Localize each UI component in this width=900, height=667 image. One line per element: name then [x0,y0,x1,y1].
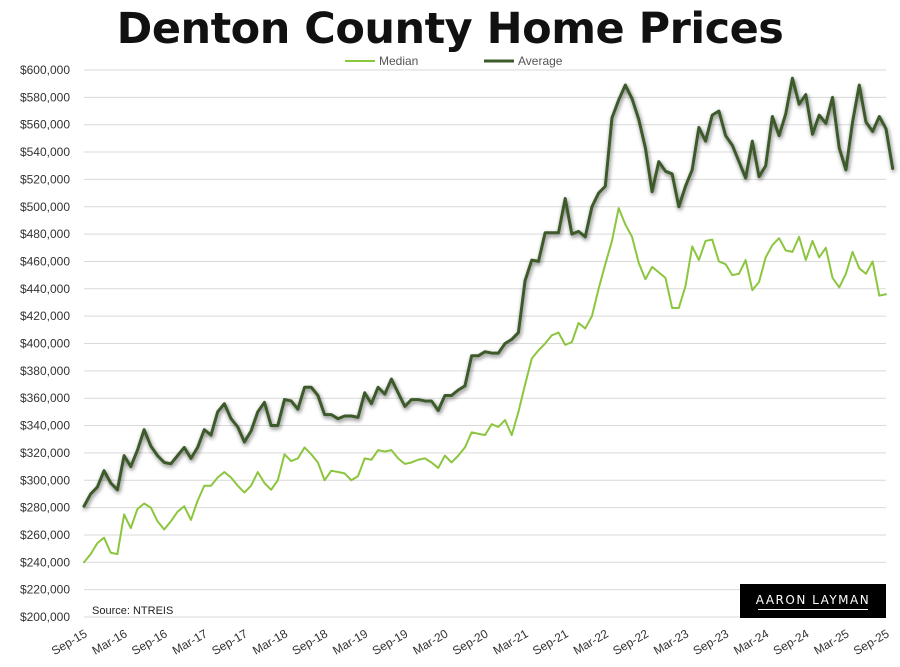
x-axis: Sep-15 Mar-16 Sep-16 Mar-17 Sep-17 Mar-18 Sep-… [49,626,892,658]
y-tick-label: $220,000 [20,583,70,597]
x-tick-label: Sep-22 [610,626,651,658]
series-line-median [83,207,887,564]
x-tick-label: Sep-20 [450,626,491,658]
x-tick-label: Mar-16 [90,626,130,657]
x-tick-label: Sep-24 [771,626,812,658]
y-tick-label: $340,000 [20,419,70,433]
legend: Median Average [345,54,563,68]
logo-text: AARON LAYMAN [755,592,871,607]
y-tick-label: $580,000 [20,90,70,104]
x-tick-label: Sep-25 [851,626,892,658]
y-tick-label: $540,000 [20,145,70,159]
source-note: Source: NTREIS [92,605,173,617]
x-tick-label: Mar-19 [330,626,370,657]
x-tick-label: Mar-25 [811,626,851,657]
series-lines [82,76,895,564]
legend-label-average: Average [518,54,563,68]
x-tick-label: Sep-17 [209,626,250,658]
logo-rule [758,608,868,610]
chart-title: Denton County Home Prices [116,4,784,54]
y-tick-label: $600,000 [20,63,70,77]
y-tick-label: $480,000 [20,227,70,241]
x-tick-label: Mar-18 [250,626,290,657]
x-tick-label: Mar-24 [731,626,771,657]
y-axis: $200,000 $220,000 $240,000 $260,000 $280,000… [20,63,70,624]
x-tick-label: Mar-23 [651,626,691,657]
x-tick-label: Sep-23 [691,626,732,658]
y-tick-label: $200,000 [20,610,70,624]
series-line-average [82,76,895,508]
gridlines [84,69,886,618]
x-tick-label: Mar-21 [491,626,531,657]
y-tick-label: $520,000 [20,172,70,186]
x-tick-label: Sep-18 [290,626,331,658]
y-tick-label: $260,000 [20,528,70,542]
legend-label-median: Median [379,54,418,68]
y-tick-label: $380,000 [20,364,70,378]
y-tick-label: $420,000 [20,309,70,323]
y-tick-label: $280,000 [20,501,70,515]
y-tick-label: $320,000 [20,446,70,460]
y-tick-label: $360,000 [20,391,70,405]
y-tick-label: $560,000 [20,118,70,132]
y-tick-label: $300,000 [20,473,70,487]
y-tick-label: $460,000 [20,254,70,268]
brand-logo: AARON LAYMAN [740,584,886,618]
x-tick-label: Sep-16 [129,626,170,658]
y-tick-label: $440,000 [20,282,70,296]
x-tick-label: Sep-15 [49,626,90,658]
x-tick-label: Sep-21 [530,626,571,658]
y-tick-label: $500,000 [20,200,70,214]
x-tick-label: Mar-17 [170,626,210,657]
x-tick-label: Sep-19 [370,626,411,658]
x-tick-label: Mar-22 [571,626,611,657]
y-tick-label: $240,000 [20,555,70,569]
y-tick-label: $400,000 [20,337,70,351]
x-tick-label: Mar-20 [410,626,450,657]
